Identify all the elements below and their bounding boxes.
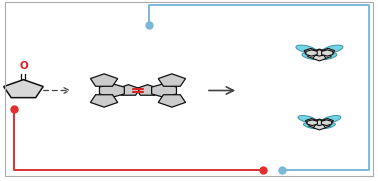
Polygon shape	[136, 85, 159, 95]
Ellipse shape	[321, 53, 337, 59]
Polygon shape	[304, 48, 317, 54]
Polygon shape	[90, 95, 118, 107]
Polygon shape	[305, 119, 318, 124]
Polygon shape	[4, 80, 43, 98]
Polygon shape	[313, 124, 325, 130]
Polygon shape	[99, 84, 124, 97]
Ellipse shape	[322, 115, 341, 123]
Polygon shape	[313, 119, 325, 125]
Text: O: O	[19, 61, 28, 71]
Ellipse shape	[296, 45, 317, 53]
Polygon shape	[313, 49, 326, 55]
Polygon shape	[90, 74, 118, 86]
Polygon shape	[318, 53, 331, 59]
Polygon shape	[318, 123, 330, 128]
Ellipse shape	[322, 45, 343, 53]
Polygon shape	[117, 85, 140, 95]
Ellipse shape	[321, 123, 335, 129]
Polygon shape	[152, 84, 177, 97]
Polygon shape	[308, 53, 321, 59]
Polygon shape	[307, 120, 318, 126]
Ellipse shape	[302, 53, 318, 59]
Polygon shape	[306, 50, 317, 56]
Polygon shape	[322, 50, 333, 56]
Ellipse shape	[304, 123, 318, 129]
Polygon shape	[313, 55, 326, 61]
Polygon shape	[314, 50, 325, 56]
Polygon shape	[158, 74, 186, 86]
Polygon shape	[308, 123, 321, 128]
Polygon shape	[158, 95, 186, 107]
Polygon shape	[322, 48, 335, 54]
Ellipse shape	[298, 115, 317, 123]
Polygon shape	[321, 119, 333, 124]
Polygon shape	[321, 120, 332, 126]
Polygon shape	[314, 120, 325, 126]
